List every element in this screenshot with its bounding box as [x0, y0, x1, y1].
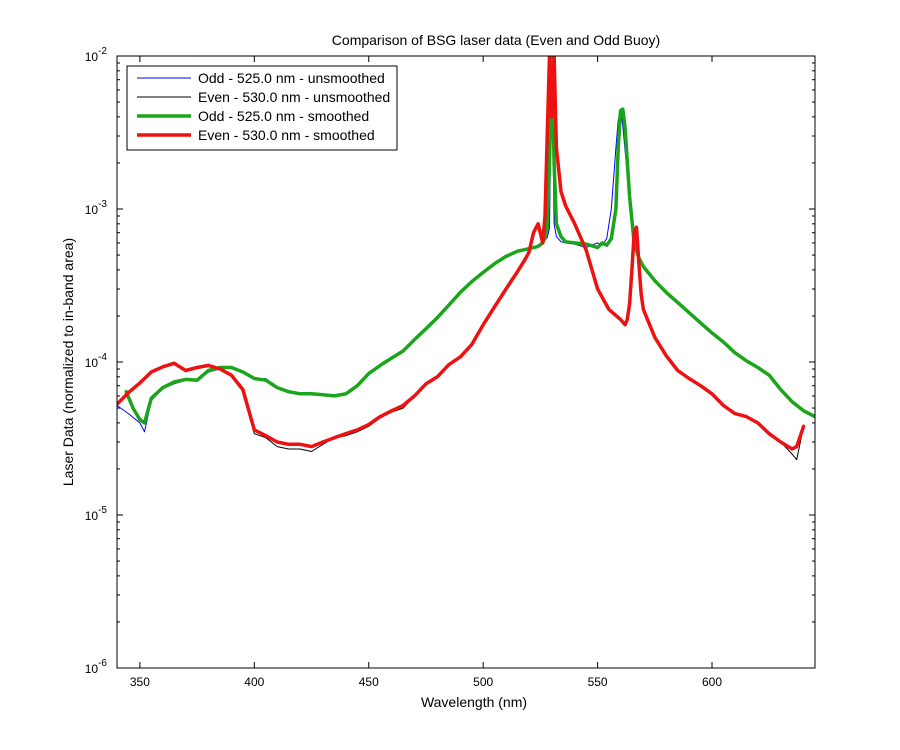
legend-entries: Odd - 525.0 nm - unsmoothed Even - 530.0 … — [137, 70, 390, 143]
series-line-2 — [124, 56, 815, 425]
plot-frame — [116, 55, 816, 669]
legend-label-1: Even - 530.0 nm - unsmoothed — [198, 89, 390, 105]
ticks-layer: 350 400 450 500 550 600 10-6 10-5 10-4 10-3 10-2 — [85, 46, 815, 689]
x-tick-label: 550 — [588, 675, 608, 689]
y-axis-label: Laser Data (normalized to in-band area) — [60, 238, 76, 486]
series-layer — [117, 56, 815, 461]
y-tick-label: 10-4 — [85, 352, 108, 370]
y-tick-label: 10-2 — [85, 46, 108, 64]
x-tick-label: 350 — [130, 675, 150, 689]
plot-area — [117, 56, 815, 668]
y-tick-label: 10-6 — [85, 658, 108, 676]
x-axis-label: Wavelength (nm) — [421, 694, 527, 710]
legend: Odd - 525.0 nm - unsmoothed Even - 530.0 … — [126, 65, 398, 151]
x-tick-label: 600 — [702, 675, 722, 689]
series-line-3 — [117, 56, 806, 451]
legend-label-3: Even - 530.0 nm - smoothed — [198, 127, 375, 143]
x-tick-label: 500 — [473, 675, 493, 689]
legend-label-0: Odd - 525.0 nm - unsmoothed — [198, 70, 385, 86]
legend-label-2: Odd - 525.0 nm - smoothed — [198, 108, 369, 124]
x-tick-label: 400 — [244, 675, 264, 689]
y-tick-label: 10-5 — [85, 505, 108, 523]
x-tick-label: 450 — [359, 675, 379, 689]
chart-title: Comparison of BSG laser data (Even and O… — [332, 32, 660, 48]
y-tick-label: 10-3 — [85, 199, 108, 217]
